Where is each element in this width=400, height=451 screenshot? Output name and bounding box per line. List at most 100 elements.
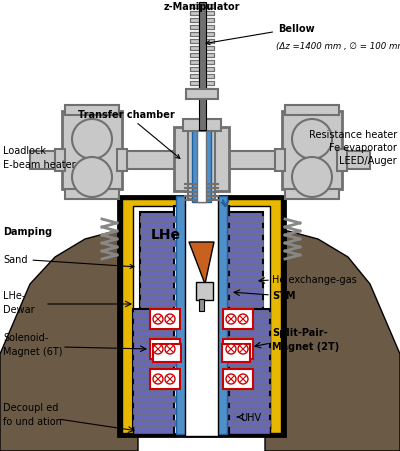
Bar: [140, 212, 263, 312]
Circle shape: [238, 314, 248, 324]
Bar: [190, 47, 214, 51]
Circle shape: [165, 374, 175, 384]
Bar: [153, 344, 181, 362]
Bar: [275, 150, 285, 172]
Bar: [140, 229, 263, 235]
Bar: [190, 12, 214, 16]
Circle shape: [72, 158, 112, 198]
Bar: [183, 120, 221, 132]
Bar: [190, 40, 214, 44]
Bar: [117, 150, 127, 172]
Bar: [282, 112, 342, 189]
Bar: [150, 309, 180, 329]
Bar: [150, 369, 180, 389]
Bar: [190, 61, 214, 65]
Circle shape: [165, 344, 175, 354]
Bar: [199, 3, 206, 131]
Bar: [140, 288, 263, 295]
Bar: [222, 344, 250, 362]
Bar: [190, 12, 214, 16]
Text: STM: STM: [272, 290, 296, 300]
Text: Transfer chamber: Transfer chamber: [78, 110, 180, 159]
Bar: [190, 40, 214, 44]
Bar: [133, 348, 270, 354]
Text: Loadlock
E-beam heater: Loadlock E-beam heater: [3, 146, 76, 169]
Bar: [140, 276, 263, 282]
Text: Decoupl ed
fo und ation: Decoupl ed fo und ation: [3, 402, 62, 426]
Bar: [223, 309, 253, 329]
Bar: [133, 384, 270, 390]
Polygon shape: [189, 243, 214, 285]
Text: He exchange-gas: He exchange-gas: [272, 274, 357, 285]
Text: (Δz =1400 mm , ∅ = 100 mm): (Δz =1400 mm , ∅ = 100 mm): [276, 42, 400, 51]
Text: Sand: Sand: [3, 254, 134, 269]
Bar: [223, 339, 253, 359]
Bar: [190, 33, 214, 37]
Bar: [55, 150, 65, 172]
Bar: [133, 336, 270, 342]
Bar: [140, 216, 263, 222]
Circle shape: [190, 136, 214, 160]
Bar: [188, 130, 215, 199]
Bar: [192, 125, 211, 202]
Bar: [176, 197, 190, 434]
Circle shape: [226, 344, 236, 354]
Bar: [190, 26, 214, 30]
Circle shape: [238, 374, 248, 384]
Text: Bellow: Bellow: [206, 24, 315, 46]
Circle shape: [226, 374, 236, 384]
Bar: [190, 82, 214, 86]
Text: Solenoid-
Magnet (6T): Solenoid- Magnet (6T): [3, 333, 62, 356]
Bar: [190, 75, 214, 79]
Bar: [133, 324, 270, 330]
Bar: [196, 282, 213, 300]
Circle shape: [72, 120, 112, 160]
Bar: [190, 33, 214, 37]
Bar: [133, 360, 270, 366]
Bar: [199, 299, 204, 311]
Bar: [190, 54, 214, 58]
Polygon shape: [265, 229, 400, 451]
Bar: [186, 90, 218, 100]
Bar: [133, 396, 270, 402]
Bar: [190, 5, 214, 9]
Bar: [285, 189, 339, 199]
Circle shape: [292, 158, 332, 198]
Bar: [337, 150, 347, 172]
Bar: [190, 89, 214, 93]
Text: UHV: UHV: [240, 412, 261, 422]
Text: z-Manipulator: z-Manipulator: [164, 2, 240, 12]
Bar: [197, 120, 206, 202]
Text: LHe: LHe: [151, 227, 181, 241]
Bar: [190, 82, 214, 86]
Bar: [190, 75, 214, 79]
Bar: [190, 68, 214, 72]
Bar: [190, 47, 214, 51]
Bar: [133, 420, 270, 426]
Bar: [65, 189, 119, 199]
Bar: [133, 424, 270, 434]
Bar: [174, 207, 229, 434]
Circle shape: [153, 344, 163, 354]
Circle shape: [238, 344, 248, 354]
Bar: [213, 197, 227, 434]
Bar: [174, 128, 229, 192]
Circle shape: [153, 374, 163, 384]
Circle shape: [192, 166, 212, 186]
Bar: [133, 312, 270, 318]
Text: LHe-
Dewar: LHe- Dewar: [3, 291, 35, 314]
Bar: [223, 369, 253, 389]
Bar: [190, 19, 214, 23]
Bar: [133, 372, 270, 378]
Bar: [150, 339, 180, 359]
Bar: [190, 89, 214, 93]
Bar: [118, 197, 285, 436]
Polygon shape: [0, 229, 138, 451]
Bar: [140, 253, 263, 258]
Bar: [65, 106, 119, 116]
Bar: [190, 19, 214, 23]
Bar: [133, 408, 270, 414]
Bar: [190, 54, 214, 58]
Bar: [190, 68, 214, 72]
Bar: [122, 199, 281, 433]
